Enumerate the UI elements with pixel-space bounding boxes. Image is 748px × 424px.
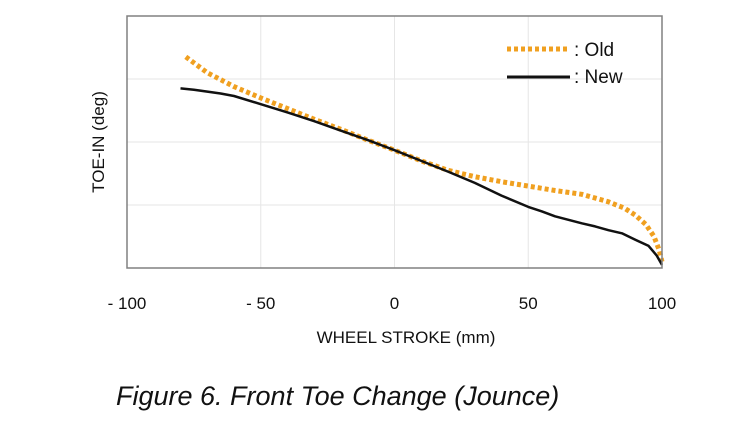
x-tick-label: 50 bbox=[519, 294, 538, 313]
x-tick-labels: - 100 - 50 0 50 100 bbox=[108, 294, 677, 313]
x-tick-label: 0 bbox=[390, 294, 399, 313]
x-tick-label: - 100 bbox=[108, 294, 147, 313]
legend-label-new: : New bbox=[574, 67, 623, 88]
figure-caption: Figure 6. Front Toe Change (Jounce) bbox=[116, 381, 560, 411]
x-tick-label: - 50 bbox=[246, 294, 275, 313]
series-lines bbox=[180, 54, 665, 266]
toe-change-chart: - 100 - 50 0 50 100 WHEEL STROKE (mm) TOE-IN… bbox=[89, 15, 677, 347]
plot-frame bbox=[126, 15, 663, 269]
x-tick-label: 100 bbox=[648, 294, 676, 313]
series-line-old bbox=[184, 54, 665, 263]
legend: : Old : New bbox=[507, 40, 623, 88]
y-axis-label: TOE-IN (deg) bbox=[89, 91, 108, 193]
series-line-new bbox=[180, 87, 664, 266]
legend-label-old: : Old bbox=[574, 40, 614, 61]
x-axis-label: WHEEL STROKE (mm) bbox=[317, 328, 496, 347]
